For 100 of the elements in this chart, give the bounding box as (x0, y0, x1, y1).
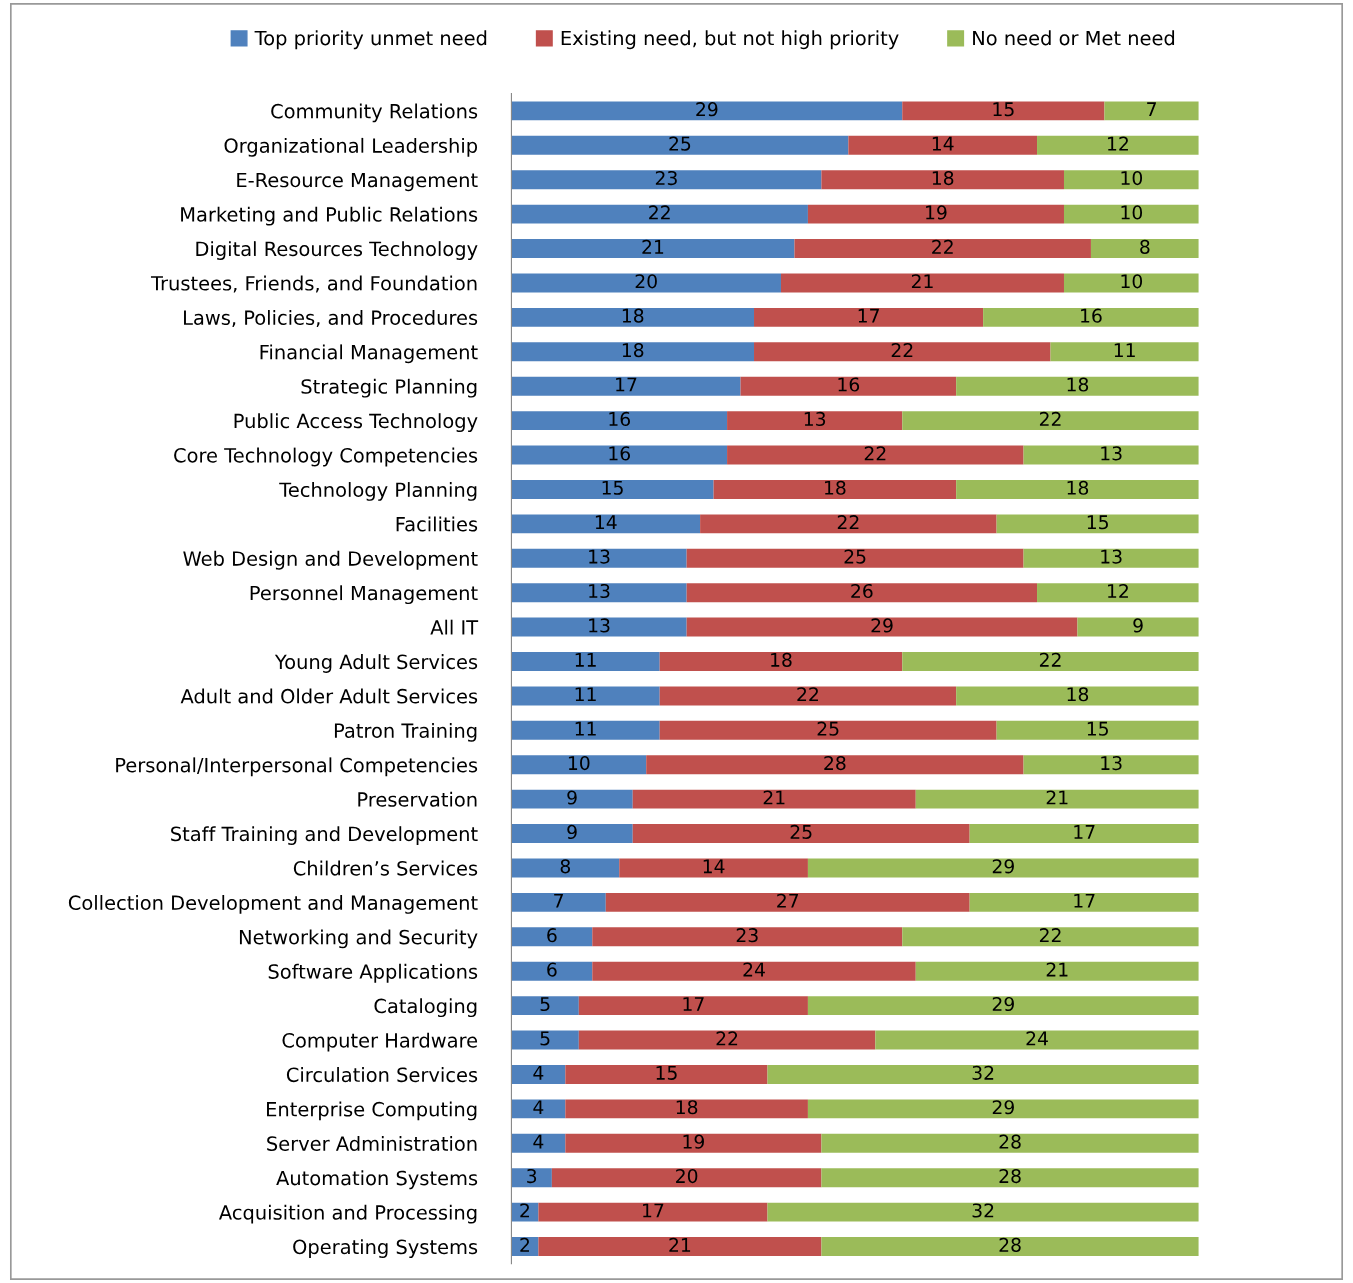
data-label: 15 (602, 480, 623, 495)
data-label: 6 (547, 962, 557, 977)
data-label: 16 (1081, 308, 1102, 323)
data-label: 22 (891, 343, 913, 357)
bar (700, 514, 997, 534)
bar (511, 961, 593, 981)
bar (578, 996, 808, 1016)
bar (875, 1030, 1199, 1050)
bar (807, 204, 1064, 224)
bar (565, 1133, 822, 1153)
data-label: 13 (1101, 446, 1122, 461)
data-label: 17 (683, 997, 704, 1011)
bar (659, 686, 957, 706)
y-tick-label: Laws, Policies, and Procedures (184, 309, 478, 327)
bar (511, 652, 660, 671)
y-tick-label: Personnel Management (250, 585, 478, 605)
bar (578, 1030, 876, 1050)
data-label: 2 (520, 1237, 529, 1252)
data-label: 13 (589, 583, 610, 599)
y-tick-label: Preservation (358, 791, 477, 807)
bar (902, 411, 1199, 431)
data-label: 9 (567, 790, 577, 805)
bar (996, 514, 1199, 534)
y-tick-label: Marketing and Public Relations (181, 206, 478, 226)
bar (902, 652, 1199, 671)
bar (538, 1202, 768, 1222)
data-label: 29 (992, 996, 1014, 1012)
bar (1077, 617, 1199, 637)
bar (511, 858, 620, 878)
data-label: 10 (1121, 170, 1143, 186)
data-label: 21 (1046, 790, 1068, 805)
bar (511, 927, 593, 947)
bar (983, 307, 1199, 327)
data-label: 9 (567, 824, 577, 840)
bar (511, 135, 849, 155)
y-tick-label: Acquisition and Processing (218, 1204, 477, 1224)
data-label: 22 (649, 205, 670, 220)
data-label: 29 (696, 102, 718, 117)
data-label: 12 (1108, 136, 1128, 151)
data-label: 22 (716, 1031, 738, 1046)
bar (1023, 755, 1199, 775)
bar (551, 1168, 822, 1188)
data-label: 17 (1074, 825, 1095, 839)
y-tick-label: Core Technology Competencies (174, 447, 478, 467)
bar (511, 1133, 566, 1153)
bar (511, 479, 714, 499)
bar (511, 376, 741, 396)
y-tick-label: Circulation Services (286, 1067, 478, 1083)
bar (1104, 101, 1199, 121)
y-tick-label: Web Design and Development (183, 550, 478, 570)
bar (794, 239, 1091, 258)
y-tick-label: Young Adult Services (274, 654, 478, 673)
bar (821, 1168, 1199, 1188)
bar (605, 892, 970, 912)
data-label: 8 (560, 859, 571, 874)
data-label: 32 (972, 1065, 994, 1080)
data-label: 16 (838, 377, 860, 392)
bar (511, 1030, 579, 1050)
data-label: 2 (520, 1203, 529, 1218)
bar (821, 170, 1064, 190)
bar (511, 548, 687, 568)
data-label: 7 (1147, 102, 1156, 117)
data-label: 10 (1121, 274, 1143, 289)
y-tick-label: Organizational Leadership (224, 137, 478, 157)
y-tick-label: Operating Systems (293, 1239, 478, 1258)
bar (511, 170, 822, 190)
y-tick-label: Trustees, Friends, and Foundation (150, 275, 477, 293)
data-label: 12 (1108, 583, 1128, 598)
bar (807, 996, 1199, 1016)
bar (956, 686, 1199, 706)
data-label: 3 (527, 1168, 537, 1184)
data-label: 16 (609, 446, 630, 461)
data-label: 22 (797, 687, 818, 702)
bar (511, 307, 755, 327)
bar (511, 342, 755, 362)
y-tick-label: Digital Resources Technology (196, 241, 478, 260)
data-label: 14 (932, 136, 954, 151)
bar (511, 445, 728, 465)
bar (646, 755, 1024, 775)
bar (727, 445, 1024, 465)
y-tick-label: Financial Management (260, 344, 478, 364)
bar (902, 927, 1199, 947)
y-tick-label: Automation Systems (276, 1170, 478, 1190)
data-label: 18 (932, 170, 954, 186)
y-tick-label: Networking and Security (239, 929, 478, 949)
y-tick-label: Adult and Older Adult Services (180, 688, 478, 704)
bar (511, 755, 647, 775)
y-tick-label: Personal/Interpersonal Competencies (116, 757, 478, 777)
bar (969, 892, 1199, 912)
bar (592, 961, 916, 981)
bar (686, 617, 1078, 637)
data-label: 4 (533, 1065, 544, 1080)
bar (740, 376, 957, 396)
bar (1063, 170, 1199, 190)
bar (1063, 273, 1199, 293)
data-label: 18 (1067, 687, 1089, 702)
bar (1050, 342, 1199, 362)
data-label: 15 (1087, 721, 1108, 736)
bar (511, 617, 687, 637)
data-label: 21 (1046, 962, 1068, 977)
